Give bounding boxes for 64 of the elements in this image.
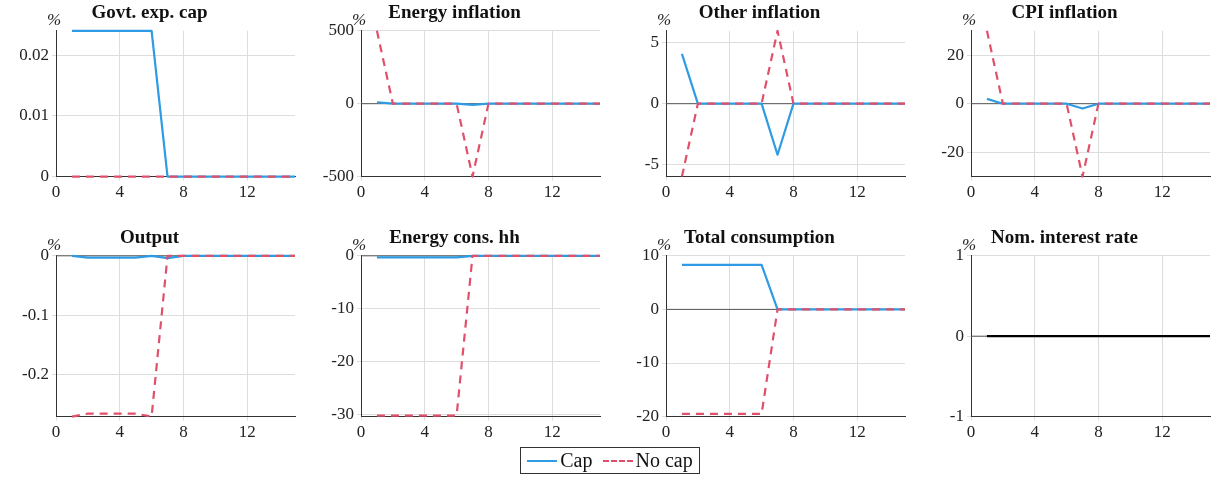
- chart-title: Output: [119, 226, 180, 248]
- x-tick-label: 8: [1094, 182, 1103, 202]
- chart-title: CPI inflation: [1011, 1, 1118, 23]
- y-axis-title: %: [656, 9, 672, 29]
- x-tick-label: 8: [789, 182, 798, 202]
- x-tick-label: 12: [238, 422, 256, 442]
- y-tick-label: 5: [650, 32, 659, 52]
- y-tick-label: 1: [955, 245, 964, 265]
- x-tick-label: 4: [115, 422, 125, 442]
- y-tick-label: 0.01: [19, 105, 49, 125]
- x-tick-label: 8: [1094, 422, 1103, 442]
- y-tick-label: 10: [642, 245, 659, 265]
- chart-title: Energy cons. hh: [389, 226, 521, 248]
- x-tick-label: 12: [848, 422, 866, 442]
- y-tick-label: 0: [345, 93, 354, 113]
- x-tick-label: 12: [1153, 422, 1171, 442]
- x-tick-label: 4: [420, 182, 430, 202]
- y-axis-title: %: [961, 234, 977, 254]
- chart-title: Total consumption: [684, 226, 836, 248]
- y-tick-label: 500: [328, 20, 354, 40]
- y-tick-label: -0.1: [22, 304, 49, 324]
- x-tick-label: 12: [848, 182, 866, 202]
- y-tick-label: -0.2: [22, 364, 49, 384]
- y-tick-label: 0: [650, 93, 659, 113]
- y-tick-label: -10: [331, 298, 354, 318]
- chart-title: Energy inflation: [388, 1, 522, 23]
- y-tick-label: -10: [636, 352, 659, 372]
- y-tick-label: -500: [322, 166, 354, 186]
- chart-title: Other inflation: [698, 1, 821, 23]
- y-tick-label: -30: [331, 403, 354, 423]
- y-tick-label: 0: [40, 166, 49, 186]
- legend-label: No cap: [635, 449, 693, 472]
- y-tick-label: -5: [644, 153, 659, 173]
- x-tick-label: 4: [420, 422, 430, 442]
- chart-title: Nom. interest rate: [991, 226, 1138, 248]
- x-tick-label: 12: [543, 182, 561, 202]
- x-tick-label: 12: [543, 422, 561, 442]
- x-tick-label: 4: [1030, 182, 1040, 202]
- y-tick-label: 0: [955, 325, 964, 345]
- y-axis-title: %: [46, 9, 62, 29]
- x-tick-label: 8: [179, 422, 188, 442]
- y-tick-label: 20: [947, 44, 964, 64]
- x-tick-label: 8: [484, 182, 493, 202]
- x-tick-label: 8: [484, 422, 493, 442]
- legend-label: Cap: [560, 449, 593, 472]
- x-tick-label: 4: [725, 422, 735, 442]
- y-tick-label: 0.02: [19, 44, 49, 64]
- y-tick-label: 0: [40, 245, 49, 265]
- x-tick-label: 4: [725, 182, 735, 202]
- x-tick-label: 4: [115, 182, 125, 202]
- y-tick-label: -1: [949, 406, 964, 426]
- y-tick-label: 0: [650, 298, 659, 318]
- y-tick-label: 0: [345, 245, 354, 265]
- x-tick-label: 8: [789, 422, 798, 442]
- y-tick-label: 0: [955, 93, 964, 113]
- y-tick-label: -20: [941, 141, 964, 161]
- x-tick-label: 12: [238, 182, 256, 202]
- x-tick-label: 8: [179, 182, 188, 202]
- x-tick-label: 12: [1153, 182, 1171, 202]
- y-tick-label: -20: [331, 351, 354, 371]
- y-tick-label: -20: [636, 406, 659, 426]
- x-tick-label: 4: [1030, 422, 1040, 442]
- chart-title: Govt. exp. cap: [91, 1, 208, 23]
- y-axis-title: %: [961, 9, 977, 29]
